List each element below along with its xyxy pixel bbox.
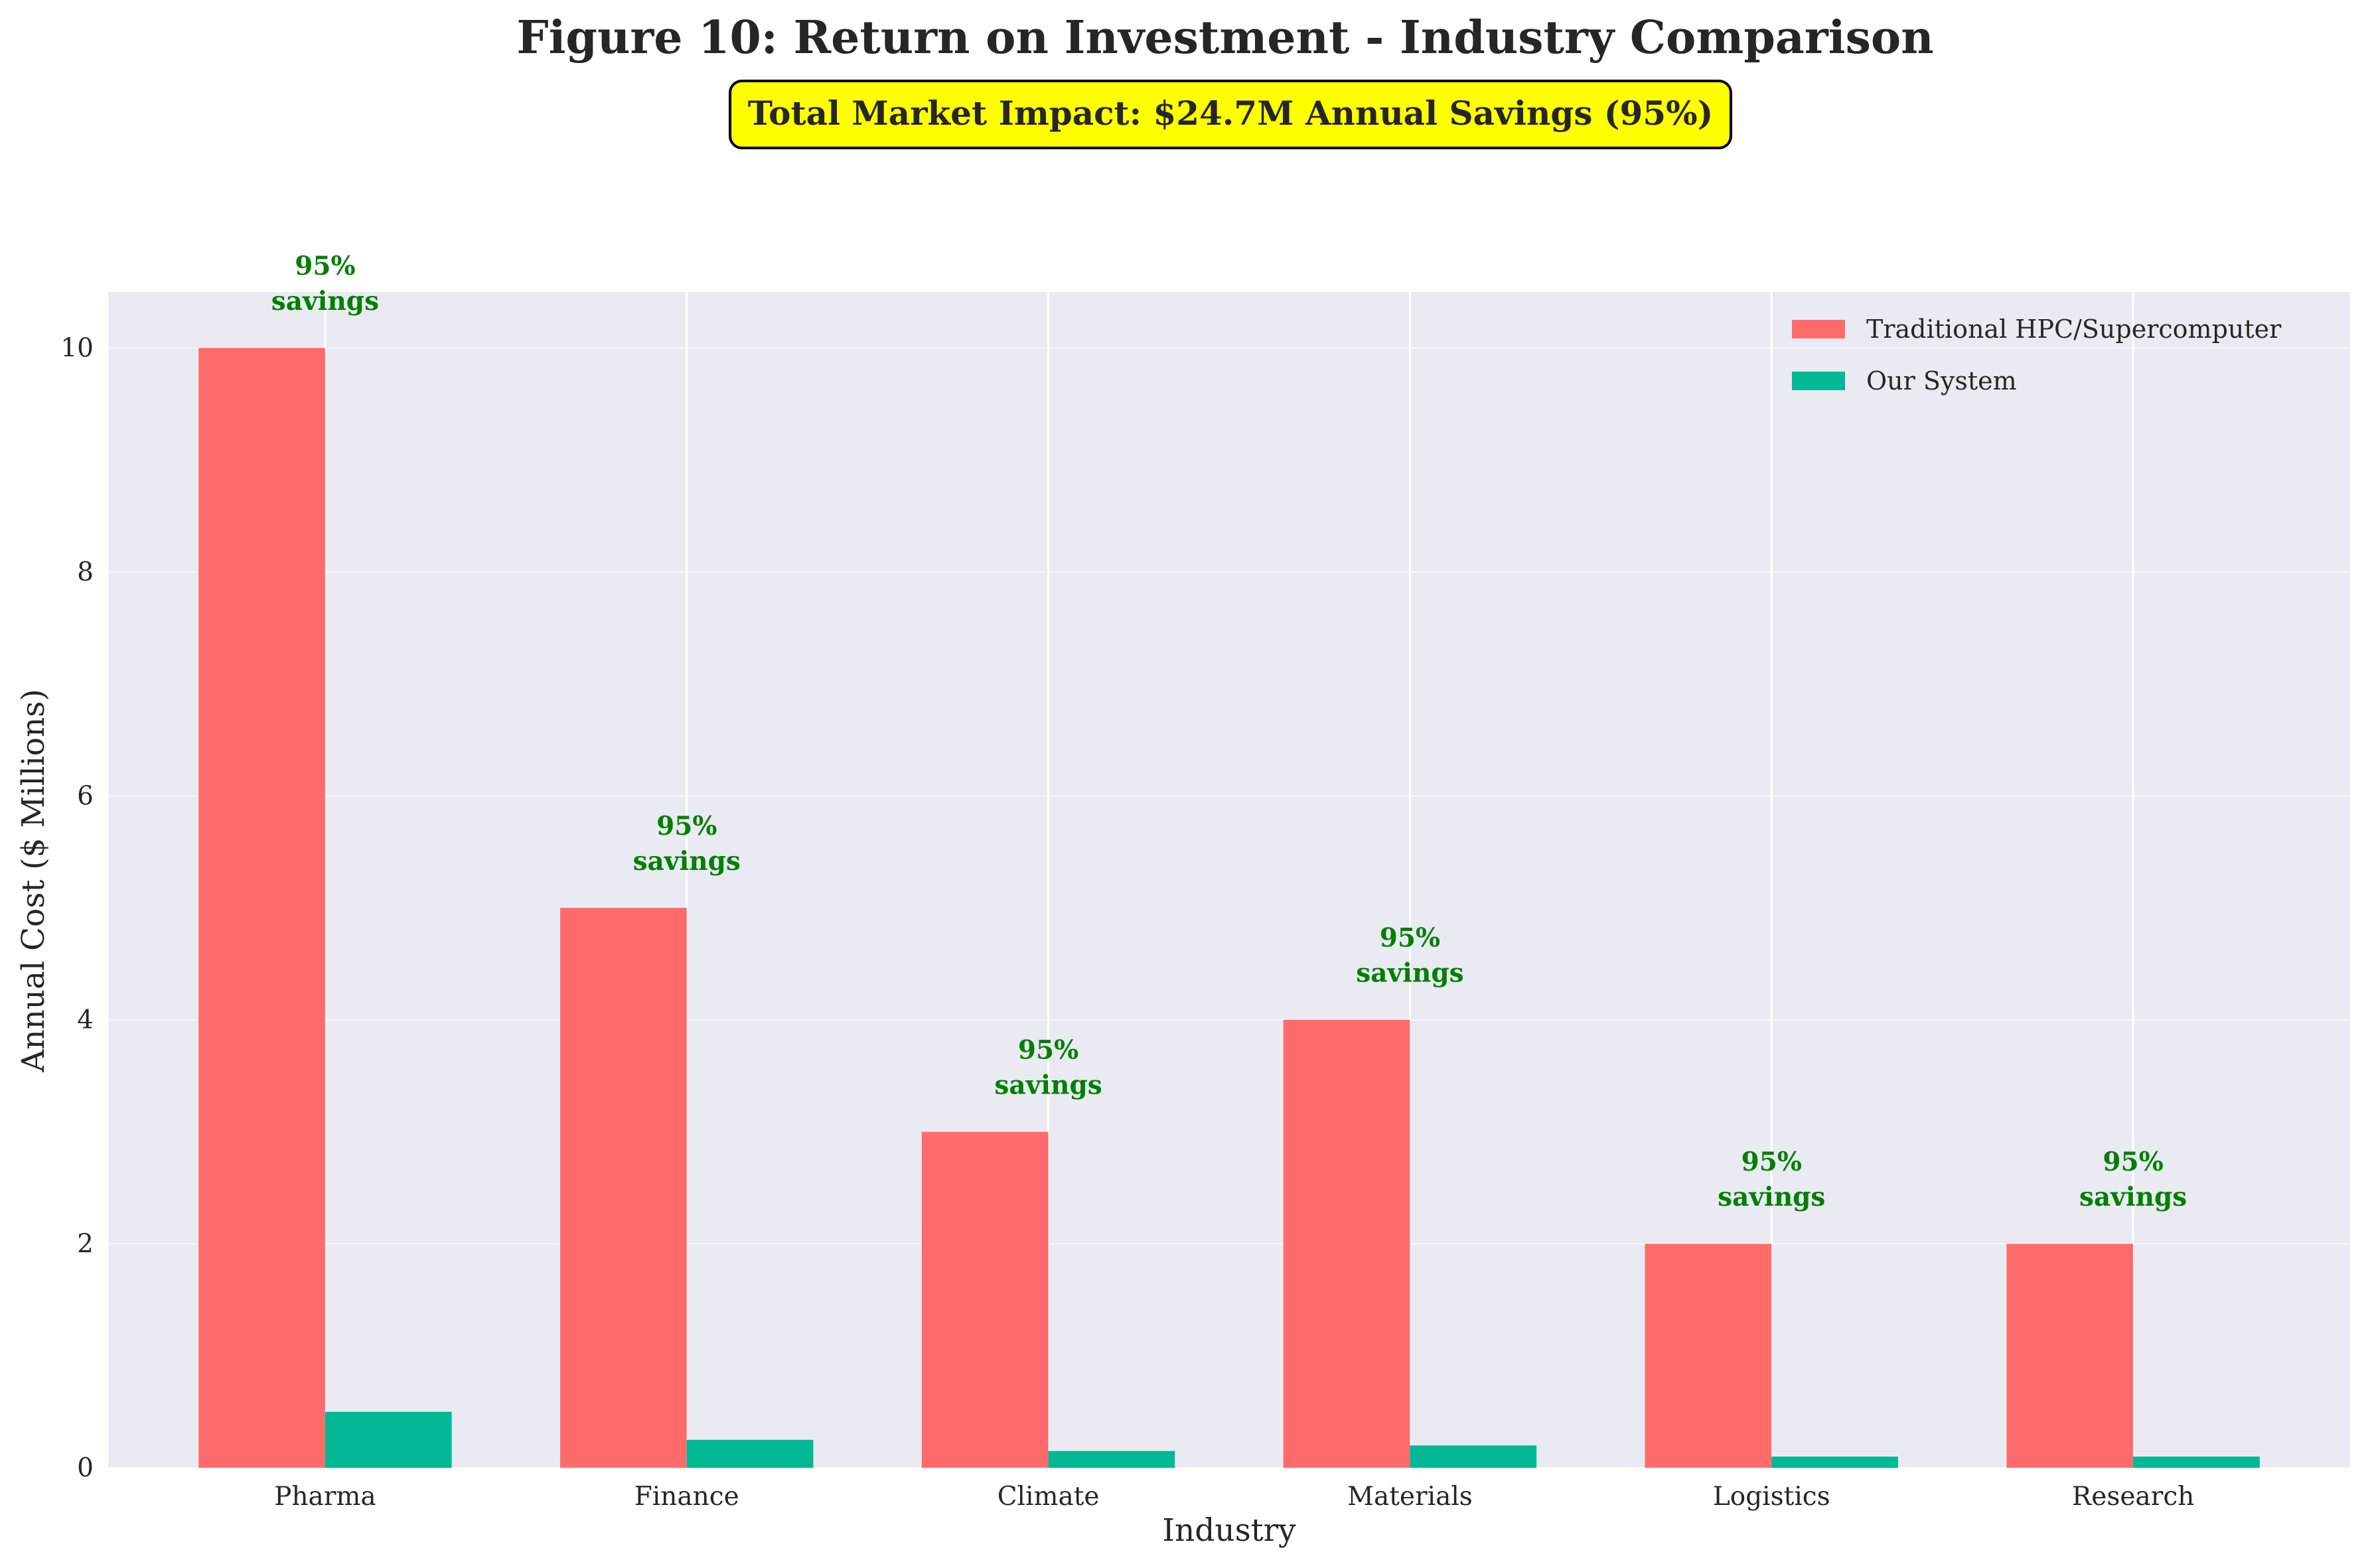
bar-our-system-climate [1049,1451,1175,1468]
x-tick-label-materials: Materials [1347,1482,1473,1512]
impact-banner: Total Market Impact: $24.7M Annual Savin… [730,81,1731,148]
chart-title: Figure 10: Return on Investment - Indust… [516,11,1933,64]
savings-annotation-finance-percent: 95% [656,811,717,841]
y-axis-label: Annual Cost ($ Millions) [15,689,52,1072]
savings-annotation-logistics-label: savings [1718,1182,1825,1212]
bar-traditional-hpc-supercomputer-logistics [1645,1244,1772,1468]
bar-traditional-hpc-supercomputer-materials [1284,1020,1410,1468]
bar-traditional-hpc-supercomputer-climate [922,1132,1049,1468]
x-tick-label-pharma: Pharma [274,1482,376,1512]
legend-label-0: Traditional HPC/Supercomputer [1866,315,2282,344]
savings-annotation-finance-label: savings [633,846,741,877]
y-tick-label: 8 [77,557,94,587]
bar-traditional-hpc-supercomputer-pharma [198,348,325,1468]
savings-annotation-logistics-percent: 95% [1741,1147,1802,1177]
bar-our-system-research [2133,1457,2260,1468]
savings-annotation-climate-percent: 95% [1018,1034,1078,1065]
savings-annotation-pharma-percent: 95% [295,251,355,281]
x-tick-label-climate: Climate [998,1482,1100,1512]
legend-swatch-1 [1792,372,1845,390]
bar-our-system-materials [1410,1445,1536,1468]
savings-annotation-materials-label: savings [1356,958,1463,989]
x-tick-label-research: Research [2072,1482,2194,1512]
bar-traditional-hpc-supercomputer-finance [560,908,687,1468]
bar-our-system-pharma [325,1412,452,1468]
bar-our-system-finance [687,1440,814,1468]
y-tick-label: 0 [77,1453,94,1483]
plot-area: 0 2 4 6 8 10 Pharma Finance Climate Materials Logi… [60,251,2350,1512]
y-tick-label: 10 [60,333,94,363]
impact-banner-text: Total Market Impact: $24.7M Annual Savin… [748,94,1714,133]
x-axis-label: Industry [1162,1512,1296,1549]
bar-traditional-hpc-supercomputer-research [2006,1244,2133,1468]
y-tick-label: 4 [77,1005,94,1035]
legend-label-1: Our System [1866,366,2017,395]
savings-annotation-pharma-label: savings [271,286,379,317]
bar-our-system-logistics [1771,1457,1898,1468]
savings-annotation-research-percent: 95% [2103,1147,2163,1177]
legend-swatch-0 [1792,320,1845,338]
x-tick-label-logistics: Logistics [1713,1482,1830,1512]
savings-annotation-climate-label: savings [994,1070,1102,1100]
y-tick-label: 6 [77,781,94,811]
x-tick-label-finance: Finance [634,1482,739,1512]
y-tick-label: 2 [77,1229,94,1259]
savings-annotation-research-label: savings [2079,1182,2187,1212]
savings-annotation-materials-percent: 95% [1380,923,1440,954]
